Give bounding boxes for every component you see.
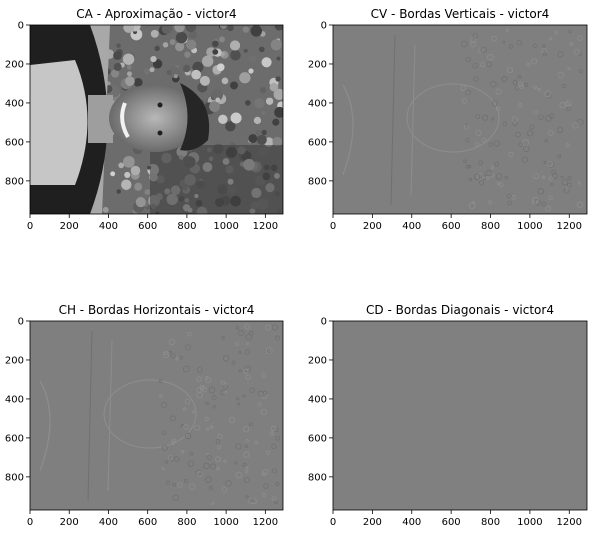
x-tick-label: 1000 — [213, 221, 238, 232]
y-tick-label: 800 — [308, 472, 327, 483]
x-tick-label: 1200 — [253, 517, 278, 528]
x-tick-label: 800 — [177, 221, 196, 232]
y-tick-label: 200 — [308, 59, 327, 70]
axes-frame — [29, 320, 284, 511]
x-tick-label: 1200 — [557, 517, 582, 528]
image-area — [333, 321, 587, 510]
chart-title: CA - Aproximação - victor4 — [76, 7, 236, 21]
axes-frame — [29, 24, 284, 215]
y-tick-label: 0 — [321, 317, 327, 328]
chart-title: CD - Bordas Diagonais - victor4 — [366, 303, 554, 317]
y-tick-label: 400 — [308, 98, 327, 109]
x-tick-label: 0 — [330, 221, 336, 232]
y-tick-label: 200 — [5, 59, 24, 70]
axes-frame — [332, 24, 588, 215]
y-tick-label: 800 — [5, 472, 24, 483]
x-tick-label: 800 — [481, 517, 500, 528]
y-tick-label: 400 — [308, 394, 327, 405]
x-tick-label: 200 — [60, 517, 79, 528]
edge-detail — [342, 28, 584, 212]
subplot-3: CH - Bordas Horizontais - victor4 0 200 400… — [5, 303, 284, 528]
y-tick-label: 800 — [308, 176, 327, 187]
x-tick-label: 800 — [177, 517, 196, 528]
x-tick-label: 200 — [60, 221, 79, 232]
x-tick-label: 600 — [442, 517, 461, 528]
x-tick-label: 800 — [481, 221, 500, 232]
subplot-2: CV - Bordas Verticais - victor4 0 200 400 60… — [308, 7, 588, 232]
x-tick-label: 0 — [27, 517, 33, 528]
x-tick-label: 1000 — [517, 221, 542, 232]
x-tick-label: 400 — [99, 517, 118, 528]
x-tick-label: 0 — [330, 517, 336, 528]
y-tick-label: 0 — [321, 21, 327, 32]
y-tick-label: 800 — [5, 176, 24, 187]
edge-detail — [39, 323, 280, 505]
x-tick-label: 400 — [402, 221, 421, 232]
y-tick-label: 0 — [18, 21, 24, 32]
x-tick-label: 200 — [363, 221, 382, 232]
y-tick-label: 600 — [5, 137, 24, 148]
y-tick-label: 400 — [5, 98, 24, 109]
y-tick-label: 200 — [308, 355, 327, 366]
y-tick-label: 600 — [5, 433, 24, 444]
image-area — [30, 321, 283, 510]
x-tick-label: 400 — [99, 221, 118, 232]
y-tick-label: 600 — [308, 137, 327, 148]
y-tick-label: 0 — [18, 317, 24, 328]
x-tick-label: 400 — [402, 517, 421, 528]
x-tick-label: 0 — [27, 221, 33, 232]
chart-title: CV - Bordas Verticais - victor4 — [371, 7, 550, 21]
y-tick-label: 200 — [5, 355, 24, 366]
subplot-4: CD - Bordas Diagonais - victor4 0 200 400 60… — [308, 303, 588, 528]
y-tick-label: 400 — [5, 394, 24, 405]
x-tick-label: 1000 — [517, 517, 542, 528]
photo-content — [30, 25, 283, 214]
image-area — [333, 25, 587, 214]
x-tick-label: 1200 — [557, 221, 582, 232]
x-tick-label: 600 — [138, 221, 157, 232]
x-tick-label: 200 — [363, 517, 382, 528]
x-tick-label: 1200 — [253, 221, 278, 232]
x-tick-label: 600 — [442, 221, 461, 232]
x-tick-label: 600 — [138, 517, 157, 528]
subplot-1: CA - Aproximação - victor4 0 200 400 600 800 1… — [5, 7, 284, 232]
x-tick-label: 1000 — [213, 517, 238, 528]
y-tick-label: 600 — [308, 433, 327, 444]
chart-title: CH - Bordas Horizontais - victor4 — [59, 303, 255, 317]
axes-frame — [332, 320, 588, 511]
